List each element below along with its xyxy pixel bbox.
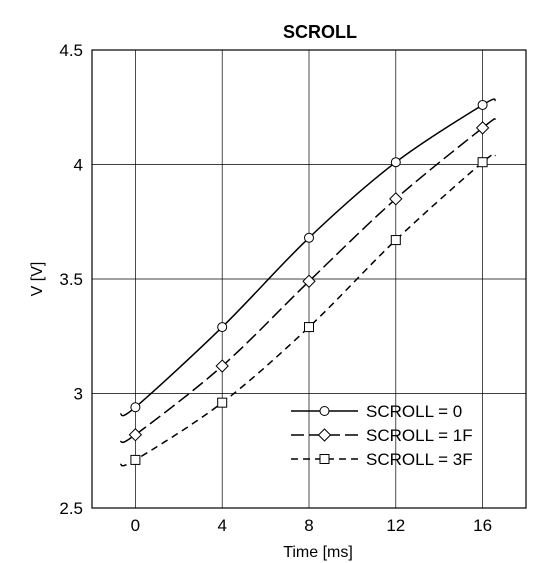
x-tick-label: 16	[473, 516, 492, 535]
chart-title: SCROLL	[283, 22, 357, 42]
tick-labels: 0 4 8 12 16 2.5 3 3.5 4 4.5	[59, 41, 492, 535]
data-point-circle	[130, 402, 141, 413]
data-point-circle	[390, 157, 401, 168]
data-point-circle	[217, 322, 228, 333]
data-point-square	[217, 397, 228, 408]
x-tick-label: 0	[131, 516, 140, 535]
x-tick-label: 12	[386, 516, 405, 535]
data-point-square	[304, 322, 314, 333]
series-line-3	[119, 153, 496, 467]
data-point-diamond	[215, 359, 229, 373]
data-point-square	[390, 235, 401, 246]
x-axis-label: Time [ms]	[283, 544, 353, 561]
y-tick-label: 3.5	[59, 270, 83, 289]
data-point-diamond	[302, 274, 316, 288]
y-tick-label: 2.5	[59, 499, 83, 518]
legend-marker-square	[319, 454, 330, 464]
legend-label: SCROLL = 3F	[366, 450, 473, 469]
y-axis-label: V [V]	[29, 262, 46, 297]
series-line-1	[119, 98, 496, 417]
series-line-2	[119, 117, 497, 444]
data-point-diamond	[128, 428, 143, 442]
legend-marker-diamond	[317, 428, 332, 442]
y-tick-label: 4	[74, 156, 83, 175]
y-tick-label: 3	[74, 385, 83, 404]
data-point-circle	[477, 99, 488, 110]
x-tick-label: 8	[304, 516, 313, 535]
data-point-square	[477, 157, 488, 168]
legend: SCROLL = 0 SCROLL = 1F SCROLL = 3F	[291, 402, 473, 469]
data-point-circle	[304, 232, 314, 243]
data-point-diamond	[389, 192, 403, 206]
legend-label: SCROLL = 1F	[366, 426, 473, 445]
y-tick-label: 4.5	[59, 41, 83, 60]
legend-label: SCROLL = 0	[366, 402, 462, 421]
x-tick-label: 4	[217, 516, 226, 535]
plot-frame	[91, 49, 527, 509]
data-point-square	[130, 454, 141, 465]
series-group	[119, 98, 497, 467]
data-point-diamond	[475, 121, 490, 135]
legend-marker-circle	[319, 406, 330, 416]
